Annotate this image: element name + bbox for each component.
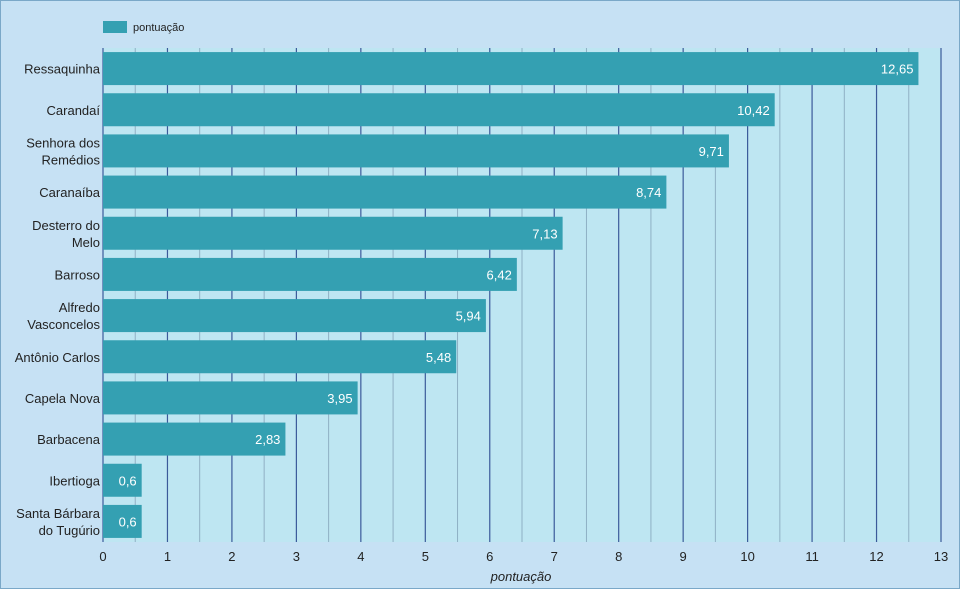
bar	[103, 93, 775, 127]
data-label: 9,71	[699, 144, 724, 159]
x-tick-label: 8	[615, 549, 622, 564]
category-label: Antônio Carlos	[15, 350, 101, 365]
bar	[103, 340, 457, 374]
bar	[103, 134, 729, 168]
x-tick-label: 10	[740, 549, 754, 564]
data-label: 2,83	[255, 432, 280, 447]
data-label: 0,6	[119, 514, 137, 529]
data-label: 12,65	[881, 62, 914, 77]
x-tick-label: 5	[422, 549, 429, 564]
x-tick-label: 12	[869, 549, 883, 564]
x-tick-label: 13	[934, 549, 948, 564]
x-tick-label: 2	[228, 549, 235, 564]
x-tick-label: 9	[680, 549, 687, 564]
bar	[103, 463, 142, 497]
legend-swatch	[103, 21, 127, 33]
legend: pontuação	[103, 21, 184, 34]
data-label: 7,13	[532, 226, 557, 241]
x-tick-label: 4	[357, 549, 364, 564]
category-label: Alfredo Vasconcelos	[27, 300, 100, 332]
x-tick-label: 11	[805, 549, 819, 564]
data-label: 6,42	[487, 267, 512, 282]
category-label: Ressaquinha	[24, 62, 101, 77]
category-label: Senhora dos Remédios	[26, 135, 100, 167]
category-label: Barbacena	[37, 432, 101, 447]
category-label: Barroso	[54, 267, 100, 282]
category-label: Desterro do Melo	[32, 218, 100, 250]
data-label: 3,95	[327, 391, 352, 406]
x-axis-title: pontuação	[490, 569, 552, 584]
data-label: 0,6	[119, 473, 137, 488]
bar	[103, 504, 142, 538]
legend-label: pontuação	[133, 22, 184, 34]
category-label: Carandaí	[47, 103, 101, 118]
data-label: 8,74	[636, 185, 661, 200]
data-label: 10,42	[737, 103, 770, 118]
x-tick-label: 6	[486, 549, 493, 564]
bar	[103, 175, 667, 209]
category-label: Santa Bárbara do Tugúrio	[16, 506, 101, 538]
x-tick-label: 3	[293, 549, 300, 564]
bar	[103, 216, 563, 250]
category-label: Capela Nova	[25, 391, 101, 406]
category-label: Ibertioga	[49, 473, 100, 488]
data-label: 5,48	[426, 350, 451, 365]
bar	[103, 299, 486, 333]
plot-area: 12,65 Ressaquinha 10,42 Carandaí 9,71 Senhora…	[15, 48, 948, 564]
bar	[103, 52, 919, 86]
x-tick-label: 1	[164, 549, 171, 564]
bar	[103, 381, 358, 415]
x-tick-label: 0	[99, 549, 106, 564]
bar	[103, 257, 517, 291]
data-label: 5,94	[456, 309, 481, 324]
x-tick-label: 7	[551, 549, 558, 564]
category-label: Caranaíba	[39, 185, 100, 200]
bar	[103, 422, 286, 456]
